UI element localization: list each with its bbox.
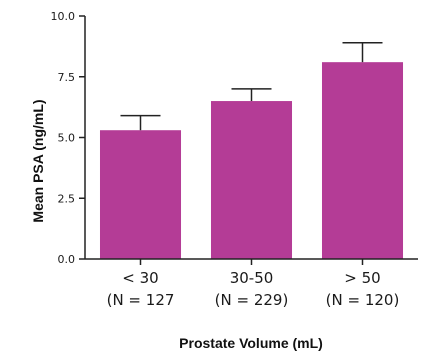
bar: [321, 62, 404, 259]
bars-layer: [99, 62, 404, 259]
y-axis-title: Mean PSA (ng/mL): [30, 99, 46, 222]
x-category-count: (N = 127: [107, 291, 175, 309]
y-tick-label: 0.0: [58, 253, 76, 266]
x-category-label: > 50: [344, 269, 380, 287]
error-bars-layer: [120, 41, 383, 131]
x-axis-title: Prostate Volume (mL): [179, 335, 323, 351]
bar: [99, 130, 182, 259]
y-tick-label: 5.0: [58, 132, 76, 145]
x-labels-layer: < 30 (N = 127 30-50 (N = 229) > 50 (N = 120): [107, 259, 400, 309]
y-tick-label: 7.5: [58, 71, 76, 84]
y-ticks-layer: 0.0 2.5 5.0 7.5 10.0: [51, 10, 85, 266]
x-category-label: < 30: [122, 269, 158, 287]
x-category-count: (N = 120): [326, 291, 400, 309]
y-tick-label: 10.0: [51, 10, 76, 23]
y-tick-label: 2.5: [58, 192, 76, 205]
x-category-count: (N = 229): [215, 291, 289, 309]
x-category-label: 30-50: [230, 269, 274, 287]
bar: [210, 101, 293, 259]
